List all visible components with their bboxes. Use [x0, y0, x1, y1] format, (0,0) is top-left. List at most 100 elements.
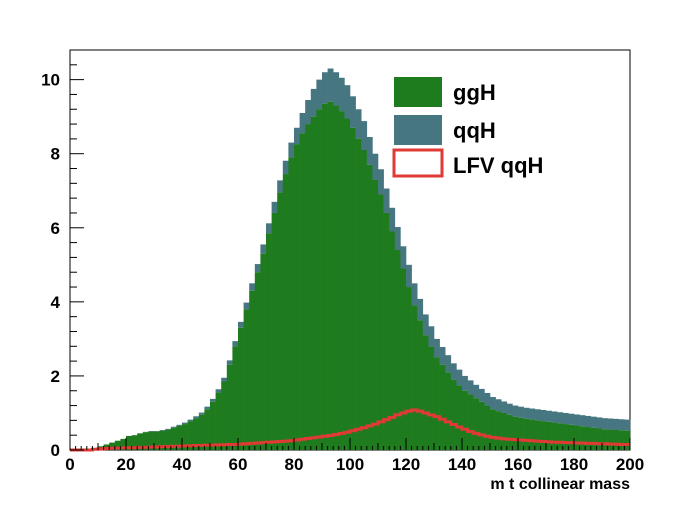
x-tick-label: 100 [336, 455, 364, 474]
ggh-bar [585, 427, 591, 450]
ggh-bar [608, 430, 614, 450]
ggh-bar [456, 385, 462, 450]
ggh-bar [412, 306, 418, 450]
qqh-bar [518, 407, 524, 418]
ggh-bar [434, 357, 440, 450]
qqh-bar [165, 429, 171, 430]
qqh-bar [260, 244, 266, 253]
qqh-bar [535, 409, 541, 420]
qqh-bar [395, 227, 401, 250]
qqh-bar [557, 412, 563, 423]
legend-label: qqH [453, 118, 496, 143]
qqh-bar [624, 420, 630, 431]
qqh-bar [400, 246, 406, 268]
qqh-bar [479, 389, 485, 402]
legend-label: LFV qqH [453, 153, 543, 178]
ggh-bar [580, 426, 586, 450]
legend-label: ggH [453, 80, 496, 105]
qqh-bar [440, 347, 446, 365]
qqh-bar [288, 143, 294, 158]
ggh-bar [210, 402, 216, 450]
ggh-bar [227, 365, 233, 450]
ggh-bar [501, 413, 507, 450]
ggh-bar [356, 139, 362, 450]
qqh-bar [227, 360, 233, 364]
ggh-bar [249, 291, 255, 450]
ggh-bar [613, 430, 619, 450]
qqh-bar [580, 415, 586, 426]
y-tick-label: 8 [51, 145, 60, 164]
ggh-bar [255, 272, 261, 450]
qqh-bar [389, 208, 395, 232]
ggh-bar [288, 157, 294, 450]
qqh-bar [277, 180, 283, 192]
qqh-bar [462, 376, 468, 391]
ggh-bar [507, 415, 513, 450]
ggh-bar [266, 233, 272, 450]
qqh-bar [568, 414, 574, 425]
ggh-bar [445, 372, 451, 450]
qqh-bar [232, 341, 238, 346]
qqh-bar [445, 355, 451, 372]
y-tick-label: 4 [51, 293, 61, 312]
ggh-bar [328, 102, 334, 450]
ggh-bar [395, 250, 401, 450]
qqh-bar [210, 399, 216, 402]
ggh-bar [260, 254, 266, 450]
ggh-bar [512, 417, 518, 450]
ggh-bar [524, 419, 530, 450]
x-tick-label: 120 [392, 455, 420, 474]
ggh-bar [221, 381, 227, 450]
ggh-bar [496, 411, 502, 450]
legend-swatch [394, 115, 442, 145]
ggh-bar [333, 106, 339, 450]
qqh-bar [171, 427, 177, 428]
qqh-bar [456, 370, 462, 386]
ggh-bar [294, 144, 300, 450]
y-tick-label: 0 [51, 441, 60, 460]
x-tick-label: 60 [229, 455, 248, 474]
qqh-bar [490, 397, 496, 409]
ggh-bar [440, 365, 446, 450]
ggh-bar [244, 309, 250, 450]
qqh-bar [305, 100, 311, 124]
qqh-bar [316, 80, 322, 110]
qqh-bar [328, 69, 334, 102]
ggh-bar [529, 420, 535, 450]
x-tick-label: 40 [173, 455, 192, 474]
qqh-bar [322, 72, 328, 103]
x-tick-label: 80 [285, 455, 304, 474]
ggh-bar [540, 421, 546, 450]
y-tick-label: 2 [51, 367, 60, 386]
series-layer [70, 69, 630, 450]
ggh-bar [462, 391, 468, 450]
qqh-bar [574, 414, 580, 425]
qqh-bar [176, 425, 182, 426]
y-tick-label: 10 [41, 71, 60, 90]
qqh-bar [311, 89, 317, 117]
qqh-bar [283, 161, 289, 174]
ggh-bar [535, 420, 541, 450]
qqh-bar [272, 202, 278, 213]
qqh-bar [255, 264, 261, 272]
ggh-bar [619, 430, 625, 450]
ggh-bar [277, 193, 283, 450]
qqh-bar [552, 411, 558, 422]
ggh-bar [400, 269, 406, 450]
qqh-bar [249, 283, 255, 290]
ggh-bar [468, 394, 474, 450]
qqh-bar [182, 423, 188, 424]
y-tick-label: 6 [51, 219, 60, 238]
qqh-bar [423, 314, 429, 335]
x-axis-label: m t collinear mass [490, 476, 630, 493]
qqh-bar [244, 303, 250, 310]
qqh-bar [199, 413, 205, 415]
qqh-bar [221, 378, 227, 382]
qqh-bar [608, 419, 614, 430]
ggh-bar [406, 287, 412, 450]
ggh-bar [473, 398, 479, 450]
x-tick-label: 0 [65, 455, 74, 474]
qqh-bar [501, 401, 507, 412]
x-tick-label: 160 [504, 455, 532, 474]
x-tick-label: 20 [117, 455, 136, 474]
